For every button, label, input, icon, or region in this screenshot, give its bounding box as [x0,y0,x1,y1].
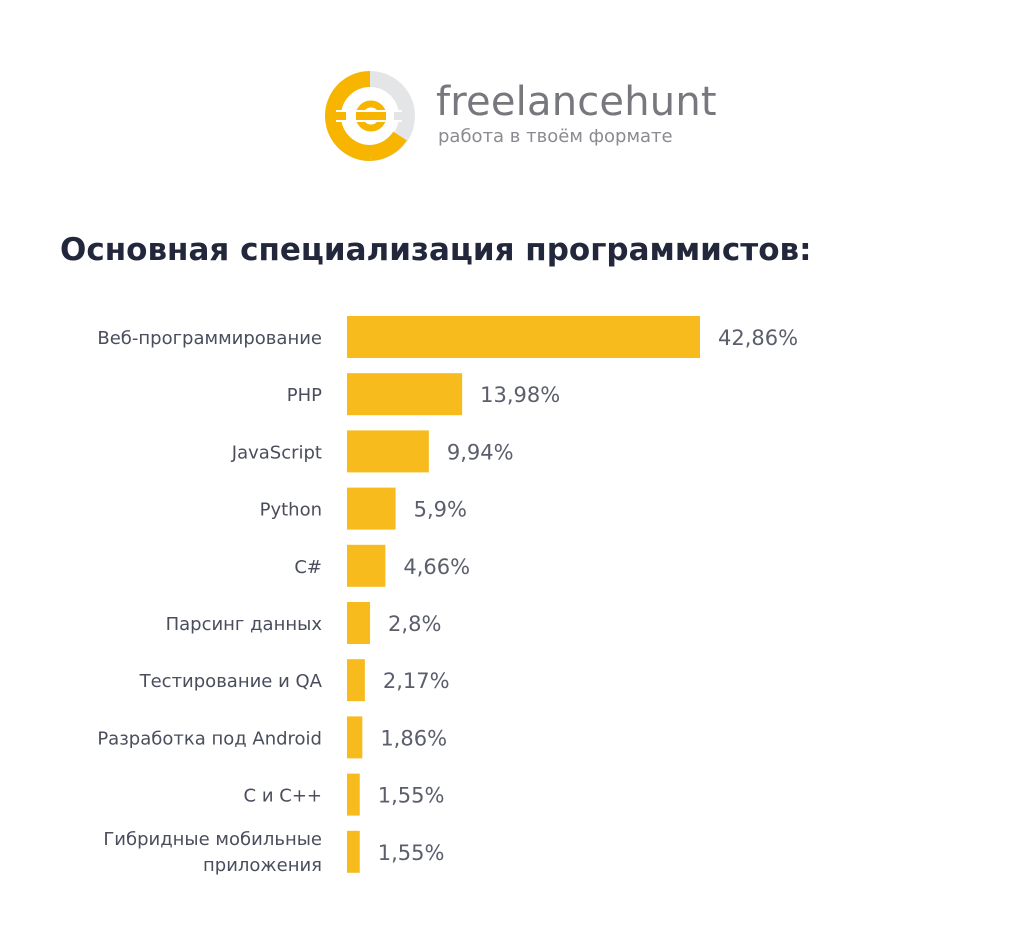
category-label-2: JavaScript [231,442,322,463]
category-label-3: Python [260,500,322,521]
value-label-5: 2,8% [388,612,441,636]
category-label-5: Парсинг данных [166,614,323,635]
freelancehunt-logo-icon [325,71,415,161]
category-label-6: Тестирование и QA [139,671,323,692]
bar-8 [347,773,360,816]
bar-0 [347,316,700,358]
bar-7 [347,716,363,759]
category-label-4: C# [294,557,322,578]
category-label-9: Гибридные мобильные приложения [103,829,322,876]
value-label-2: 9,94% [447,440,514,464]
bar-9 [347,830,360,873]
value-label-6: 2,17% [383,669,450,693]
bar-3 [347,487,396,530]
value-label-4: 4,66% [403,555,470,579]
value-label-7: 1,86% [380,726,447,750]
chart-title: Основная специализация программистов: [60,232,812,268]
value-label-1: 13,98% [480,383,560,407]
brand-tagline: работа в твоём формате [438,126,673,147]
brand-logo: freelancehunt работа в твоём формате [322,68,722,168]
value-label-9: 1,55% [378,841,445,865]
bar-2 [347,430,429,473]
bar-1 [347,373,463,416]
value-label-8: 1,55% [378,784,445,808]
value-label-0: 42,86% [718,326,798,350]
brand-name: freelancehunt [436,79,717,125]
value-label-3: 5,9% [414,498,467,522]
bar-5 [347,602,371,644]
bar-4 [347,544,386,587]
bar-6 [347,659,365,702]
category-label-8: С и С++ [244,786,322,807]
category-label-1: PHP [287,385,322,406]
category-label-0: Веб-программирование [97,328,322,349]
category-label-7: Разработка под Android [97,728,322,749]
